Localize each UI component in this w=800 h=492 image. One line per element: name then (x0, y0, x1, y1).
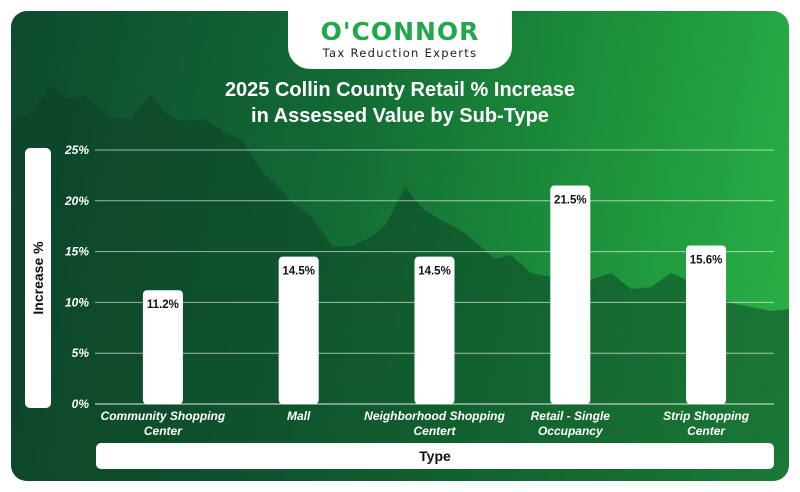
brand-tagline: Tax Reduction Experts (322, 46, 478, 60)
bar (414, 256, 455, 404)
x-axis-label-pill: Type (96, 443, 774, 469)
data-label: 21.5% (554, 195, 587, 207)
data-label: 15.6% (690, 255, 723, 267)
y-tick-label: 0% (72, 397, 90, 411)
x-tick-label: Neighborhood Shopping (364, 409, 505, 423)
brand-name: O'CONNOR (320, 17, 480, 46)
x-tick-label: Strip Shopping (663, 409, 750, 423)
brand-logo: O'CONNOR Tax Reduction Experts (288, 11, 512, 69)
x-tick-label: Mall (287, 409, 311, 423)
bar (550, 185, 591, 404)
data-label: 14.5% (282, 266, 315, 278)
background-mountain-silhouette (11, 85, 789, 481)
x-axis-label: Type (419, 448, 451, 464)
bar (278, 256, 319, 404)
x-tick-label: Center (687, 424, 726, 438)
x-tick-label: Occupancy (538, 424, 604, 438)
chart-title-line-1: 2025 Collin County Retail % Increase (224, 79, 576, 101)
y-tick-label: 15% (65, 245, 89, 259)
chart-title-line-2: in Assessed Value by Sub-Type (251, 105, 549, 127)
x-tick-label: Retail - Single (531, 409, 611, 423)
data-label: 14.5% (418, 266, 451, 278)
chart-title: 2025 Collin County Retail % Increase in … (11, 77, 789, 129)
y-tick-label: 5% (72, 346, 90, 360)
x-tick-label: Centert (413, 424, 456, 438)
x-tick-label: Community Shopping (101, 409, 226, 423)
bar (142, 290, 183, 404)
data-label: 11.2% (147, 299, 179, 311)
y-tick-label: 10% (65, 295, 89, 309)
y-tick-label: 25% (64, 143, 89, 157)
x-tick-label: Center (144, 424, 183, 438)
chart-card: 0% 5% 10% 15% 20% 25% 11.2% Community Shopping C… (11, 11, 789, 481)
y-axis-label-pill: Increase % (25, 148, 51, 408)
y-axis-label: Increase % (30, 241, 46, 315)
bar (686, 245, 727, 404)
chart-plot: 0%5%10%15%20%25%11.2%Community ShoppingC… (11, 85, 789, 481)
y-tick-label: 20% (64, 194, 89, 208)
